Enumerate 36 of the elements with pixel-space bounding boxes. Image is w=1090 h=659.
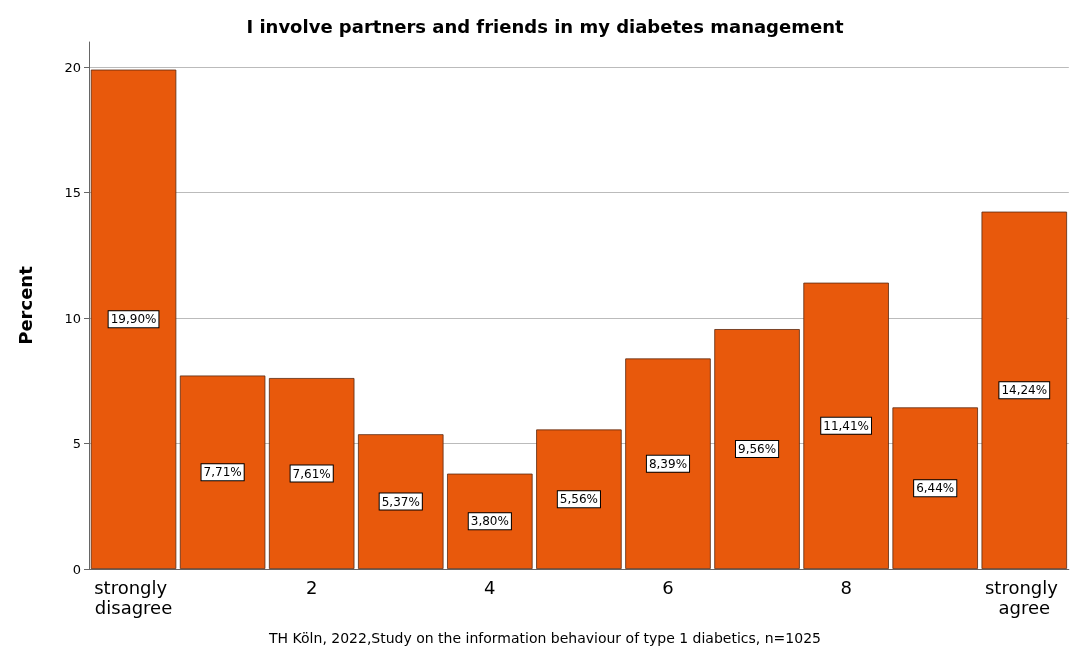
data-label: 6,44% [916,481,955,496]
data-label: 5,37% [381,494,420,509]
y-tick-label: 10 [64,310,81,326]
bar [447,473,533,569]
text: TH Köln, 2022,Study on the information behaviour of type 1 diabetics, n=1025 [268,630,821,646]
data-label: 8,39% [648,456,688,471]
x-tick-label: 4 [484,576,496,598]
data-label: 11,41% [823,418,870,433]
data-label: 7,71% [203,465,242,480]
bar [714,329,800,569]
bar [90,69,177,569]
bar [892,407,978,569]
y-tick-label: 5 [72,436,81,452]
bar [358,434,444,569]
bar [625,358,711,569]
x-tick-label: 2 [305,576,318,598]
bar [268,378,355,569]
data-label: 5,56% [559,492,598,507]
y-tick-label: 0 [72,561,81,577]
x-tick-label: strongly agree [984,576,1064,618]
y-axis-title: Percent [14,265,36,345]
data-label: 3,80% [470,514,509,529]
chart-title: I involve partners and friends in my diabetes management [246,15,844,37]
bar [981,211,1068,569]
x-tick-label: 8 [840,576,852,598]
data-label: 7,61% [292,466,331,481]
y-tick-label: 15 [64,185,81,201]
x-tick-label: 6 [662,576,674,598]
data-label: 14,24% [1001,383,1048,398]
x-tick-label: strongly disagree [94,576,173,618]
data-label: 19,90% [110,312,157,327]
y-tick-label: 20 [64,59,81,75]
data-label: 9,56% [738,442,777,457]
bar [803,282,889,569]
bar [536,429,622,569]
bar [179,375,266,569]
